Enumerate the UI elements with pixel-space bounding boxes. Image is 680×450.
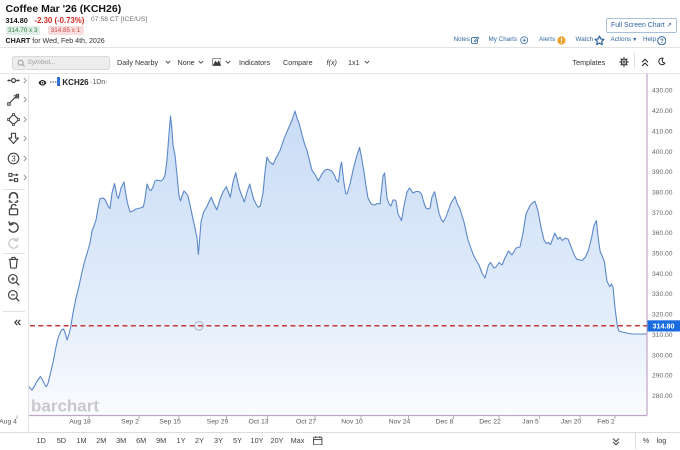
svg-text:Sep 15: Sep 15: [159, 418, 181, 425]
svg-text:?: ?: [659, 38, 663, 44]
svg-text:barchart: barchart: [31, 397, 99, 416]
svg-text:290.00: 290.00: [652, 373, 673, 380]
svg-text:360.00: 360.00: [652, 230, 673, 237]
svg-text:300.00: 300.00: [652, 352, 673, 359]
svg-text:350.00: 350.00: [652, 251, 673, 258]
svg-text:Jan 20: Jan 20: [561, 418, 582, 425]
svg-text:370.00: 370.00: [652, 210, 673, 217]
svg-text:320.00: 320.00: [652, 312, 673, 319]
svg-text:Aug 18: Aug 18: [69, 418, 91, 425]
svg-text:Dec 22: Dec 22: [479, 418, 501, 425]
svg-text:310.00: 310.00: [652, 332, 673, 339]
svg-text:420.00: 420.00: [652, 108, 673, 115]
svg-text:Nov 24: Nov 24: [389, 418, 411, 425]
svg-text:430.00: 430.00: [652, 88, 673, 95]
svg-text:390.00: 390.00: [652, 169, 673, 176]
svg-text:Oct 27: Oct 27: [296, 418, 316, 425]
svg-text:400.00: 400.00: [652, 149, 673, 156]
svg-text:Oct 13: Oct 13: [248, 418, 268, 425]
svg-text:Sep 2: Sep 2: [121, 418, 139, 425]
svg-text:340.00: 340.00: [652, 271, 673, 278]
svg-text:380.00: 380.00: [652, 190, 673, 197]
svg-text:Jan 5: Jan 5: [522, 418, 539, 425]
svg-text:Sep 29: Sep 29: [207, 418, 229, 425]
svg-text:Nov 10: Nov 10: [341, 418, 363, 425]
svg-text:Dec 8: Dec 8: [436, 418, 454, 425]
svg-text:314.80: 314.80: [653, 322, 675, 331]
svg-text:410.00: 410.00: [652, 128, 673, 135]
svg-text:330.00: 330.00: [652, 291, 673, 298]
svg-text:280.00: 280.00: [652, 393, 673, 400]
svg-text:3: 3: [11, 154, 15, 163]
svg-text:Feb 2: Feb 2: [597, 418, 615, 425]
svg-text:Aug 4: Aug 4: [0, 418, 17, 425]
